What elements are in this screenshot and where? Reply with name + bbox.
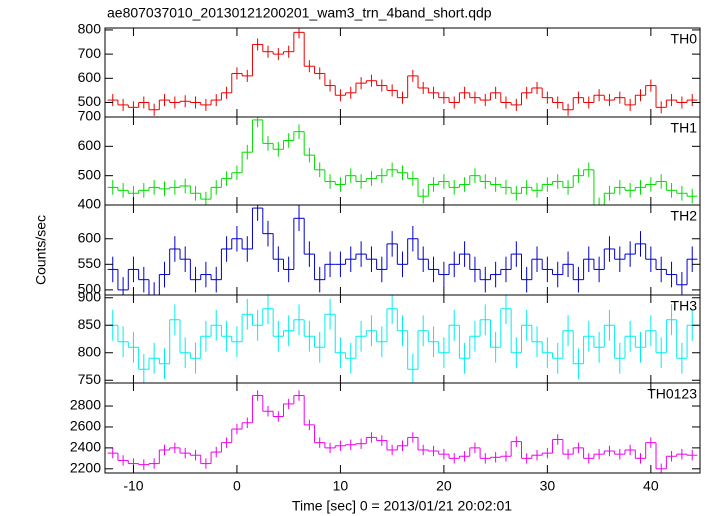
y-tick-label: 500 (78, 281, 102, 297)
y-tick-label: 850 (78, 316, 102, 332)
panel-data (107, 28, 698, 116)
panel-data (107, 390, 698, 473)
y-tick-label: 700 (78, 45, 102, 61)
panel-label: TH1 (671, 120, 698, 136)
x-tick-label: 30 (540, 478, 556, 494)
y-tick-label: 600 (78, 69, 102, 85)
panel-data (107, 205, 698, 295)
y-tick-label: 900 (78, 288, 102, 304)
y-tick-label: 600 (78, 137, 102, 153)
y-tick-label: 400 (78, 196, 102, 212)
x-tick-label: 0 (233, 478, 241, 494)
y-tick-label: 2400 (70, 439, 101, 455)
y-tick-label: 700 (78, 108, 102, 124)
y-tick-label: 800 (78, 21, 102, 37)
x-tick-label: -10 (123, 478, 143, 494)
x-tick-label: 40 (643, 478, 659, 494)
panel-label: TH2 (671, 208, 698, 224)
panel-frame (104, 116, 701, 206)
panel-label: TH3 (671, 298, 698, 314)
panel-data (107, 295, 698, 383)
panel-frame (104, 204, 701, 296)
x-axis-label: Time [sec] 0 = 2013/01/21 20:02:01 (292, 498, 512, 514)
y-tick-label: 750 (78, 371, 102, 387)
x-tick-label: 20 (436, 478, 452, 494)
panel-data (107, 117, 698, 205)
y-tick-label: 2600 (70, 418, 101, 434)
y-tick-label: 800 (78, 343, 102, 359)
y-axis-label: Counts/sec (33, 215, 49, 285)
y-tick-label: 600 (78, 229, 102, 245)
y-tick-label: 2200 (70, 460, 101, 476)
panel-label: TH0 (671, 31, 698, 47)
chart-title: ae807037010_20130121200201_wam3_trn_4ban… (107, 5, 492, 21)
y-tick-label: 500 (78, 166, 102, 182)
x-tick-label: 10 (333, 478, 349, 494)
y-tick-label: 550 (78, 255, 102, 271)
y-tick-label: 500 (78, 93, 102, 109)
y-tick-label: 2800 (70, 397, 101, 413)
panel-label: TH0123 (647, 386, 697, 402)
panel-frame (104, 382, 701, 474)
